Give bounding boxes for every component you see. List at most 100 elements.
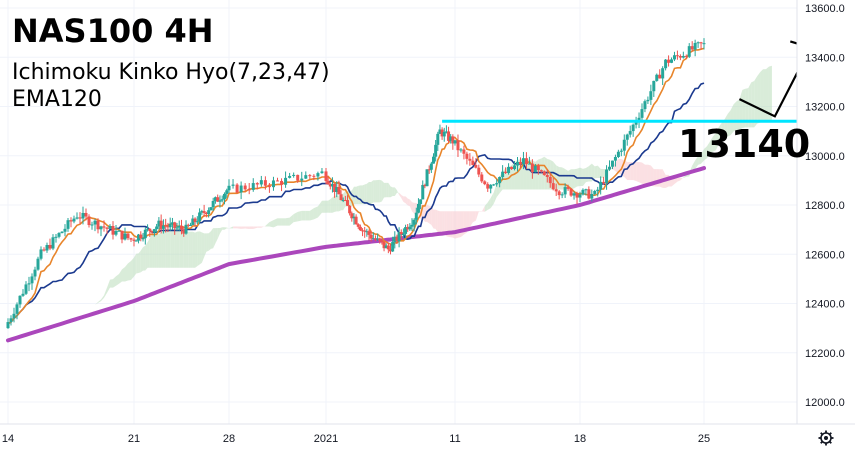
candle-body <box>141 238 145 240</box>
cloud-segment <box>568 169 572 190</box>
candle-body <box>239 185 243 193</box>
cloud-segment <box>326 200 329 213</box>
candle-body <box>581 189 585 195</box>
candle-body <box>81 212 85 219</box>
candle-body <box>159 220 163 229</box>
cloud-segment <box>553 161 557 190</box>
cloud-segment <box>727 110 731 137</box>
cloud-segment <box>712 133 716 152</box>
cloud-segment <box>701 148 704 164</box>
candle-body <box>276 180 279 182</box>
price-tick-label: 13200.0 <box>805 102 845 114</box>
settings-gear-icon[interactable] <box>818 430 834 446</box>
cloud-segment <box>161 230 164 268</box>
cloud-segment <box>328 199 331 213</box>
cloud-segment <box>245 226 250 229</box>
cloud-segment <box>285 217 290 226</box>
cloud-segment <box>559 166 563 190</box>
candle-body <box>24 284 28 294</box>
cloud-segment <box>332 195 335 213</box>
cloud-segment <box>460 211 464 237</box>
cloud-segment <box>165 228 168 268</box>
price-axis-panel <box>797 0 855 452</box>
candle-body <box>292 174 296 176</box>
cloud-segment <box>277 218 282 226</box>
candle-body <box>634 121 638 125</box>
candle-body <box>693 42 697 50</box>
cloud-segment <box>156 233 159 268</box>
cloud-segment <box>412 202 415 214</box>
time-axis[interactable]: 14 21 28 2021 11 18 25 <box>2 433 710 445</box>
cloud-segment <box>730 104 734 136</box>
candle-body <box>45 244 49 251</box>
candle-body <box>434 144 438 157</box>
cloud-segment <box>680 177 684 181</box>
cloud-segment <box>472 211 476 223</box>
cloud-segment <box>317 200 322 218</box>
cloud-segment <box>647 164 651 186</box>
candle-body <box>619 150 623 152</box>
candle-body <box>177 225 181 228</box>
candle-body <box>542 171 546 175</box>
cloud-segment <box>301 210 306 221</box>
candle-body <box>404 227 408 234</box>
candle-body <box>108 225 112 229</box>
cloud-segment <box>407 198 410 207</box>
candle-body <box>456 140 460 151</box>
candle-body <box>442 131 446 137</box>
cloud-segment <box>134 253 137 277</box>
price-axis[interactable]: 12000.0 12200.0 12400.0 12600.0 12800.0 13000… <box>805 3 845 409</box>
candle-body <box>652 80 656 92</box>
candle-body <box>622 139 626 151</box>
cloud-segment <box>122 266 125 282</box>
candle-body <box>139 234 143 239</box>
cloud-segment <box>143 245 146 271</box>
candle-body <box>213 197 217 201</box>
time-tick-label: 2021 <box>314 433 338 445</box>
cloud-segment <box>305 210 310 221</box>
candle-body <box>231 184 235 186</box>
cloud-segment <box>754 76 758 128</box>
candle-body <box>702 43 706 45</box>
cloud-segment <box>392 187 395 197</box>
cloud-segment <box>591 163 595 182</box>
candle-body <box>200 211 204 213</box>
candle-body <box>296 174 300 181</box>
cloud-segment <box>89 309 92 313</box>
cloud-segment <box>197 231 200 267</box>
candle-body <box>9 318 13 323</box>
cloud-segment <box>95 302 98 305</box>
candle-body <box>605 169 609 184</box>
candle-body <box>539 170 543 172</box>
cloud-segment <box>353 186 357 205</box>
cloud-segment <box>574 168 578 189</box>
candle-body <box>63 228 67 232</box>
cloud-segment <box>709 136 713 154</box>
support-level-annotation: 13140 <box>678 122 810 166</box>
cloud-segment <box>639 162 642 184</box>
candle-body <box>134 240 138 242</box>
cloud-segment <box>671 177 675 187</box>
cloud-segment <box>375 179 378 203</box>
candle-body <box>105 227 109 229</box>
candle-body <box>155 226 159 230</box>
candle-body <box>628 131 632 135</box>
cloud-segment <box>92 304 95 310</box>
cloud-segment <box>289 214 294 226</box>
candle-body <box>575 193 579 198</box>
cloud-segment <box>600 168 604 179</box>
cloud-segment <box>401 194 404 202</box>
cloud-segment <box>433 209 436 229</box>
candle-body <box>371 238 375 240</box>
candle-body <box>227 185 231 191</box>
cloud-segment <box>742 88 746 128</box>
candle-body <box>401 233 405 235</box>
candle-body <box>640 109 644 118</box>
candle-body <box>350 213 354 219</box>
candle-body <box>204 212 208 215</box>
cloud-segment <box>766 66 769 122</box>
cloud-segment <box>201 232 205 263</box>
cloud-segment <box>179 228 182 268</box>
ema120-line <box>6 166 706 343</box>
price-tick-label: 12200.0 <box>805 348 845 360</box>
